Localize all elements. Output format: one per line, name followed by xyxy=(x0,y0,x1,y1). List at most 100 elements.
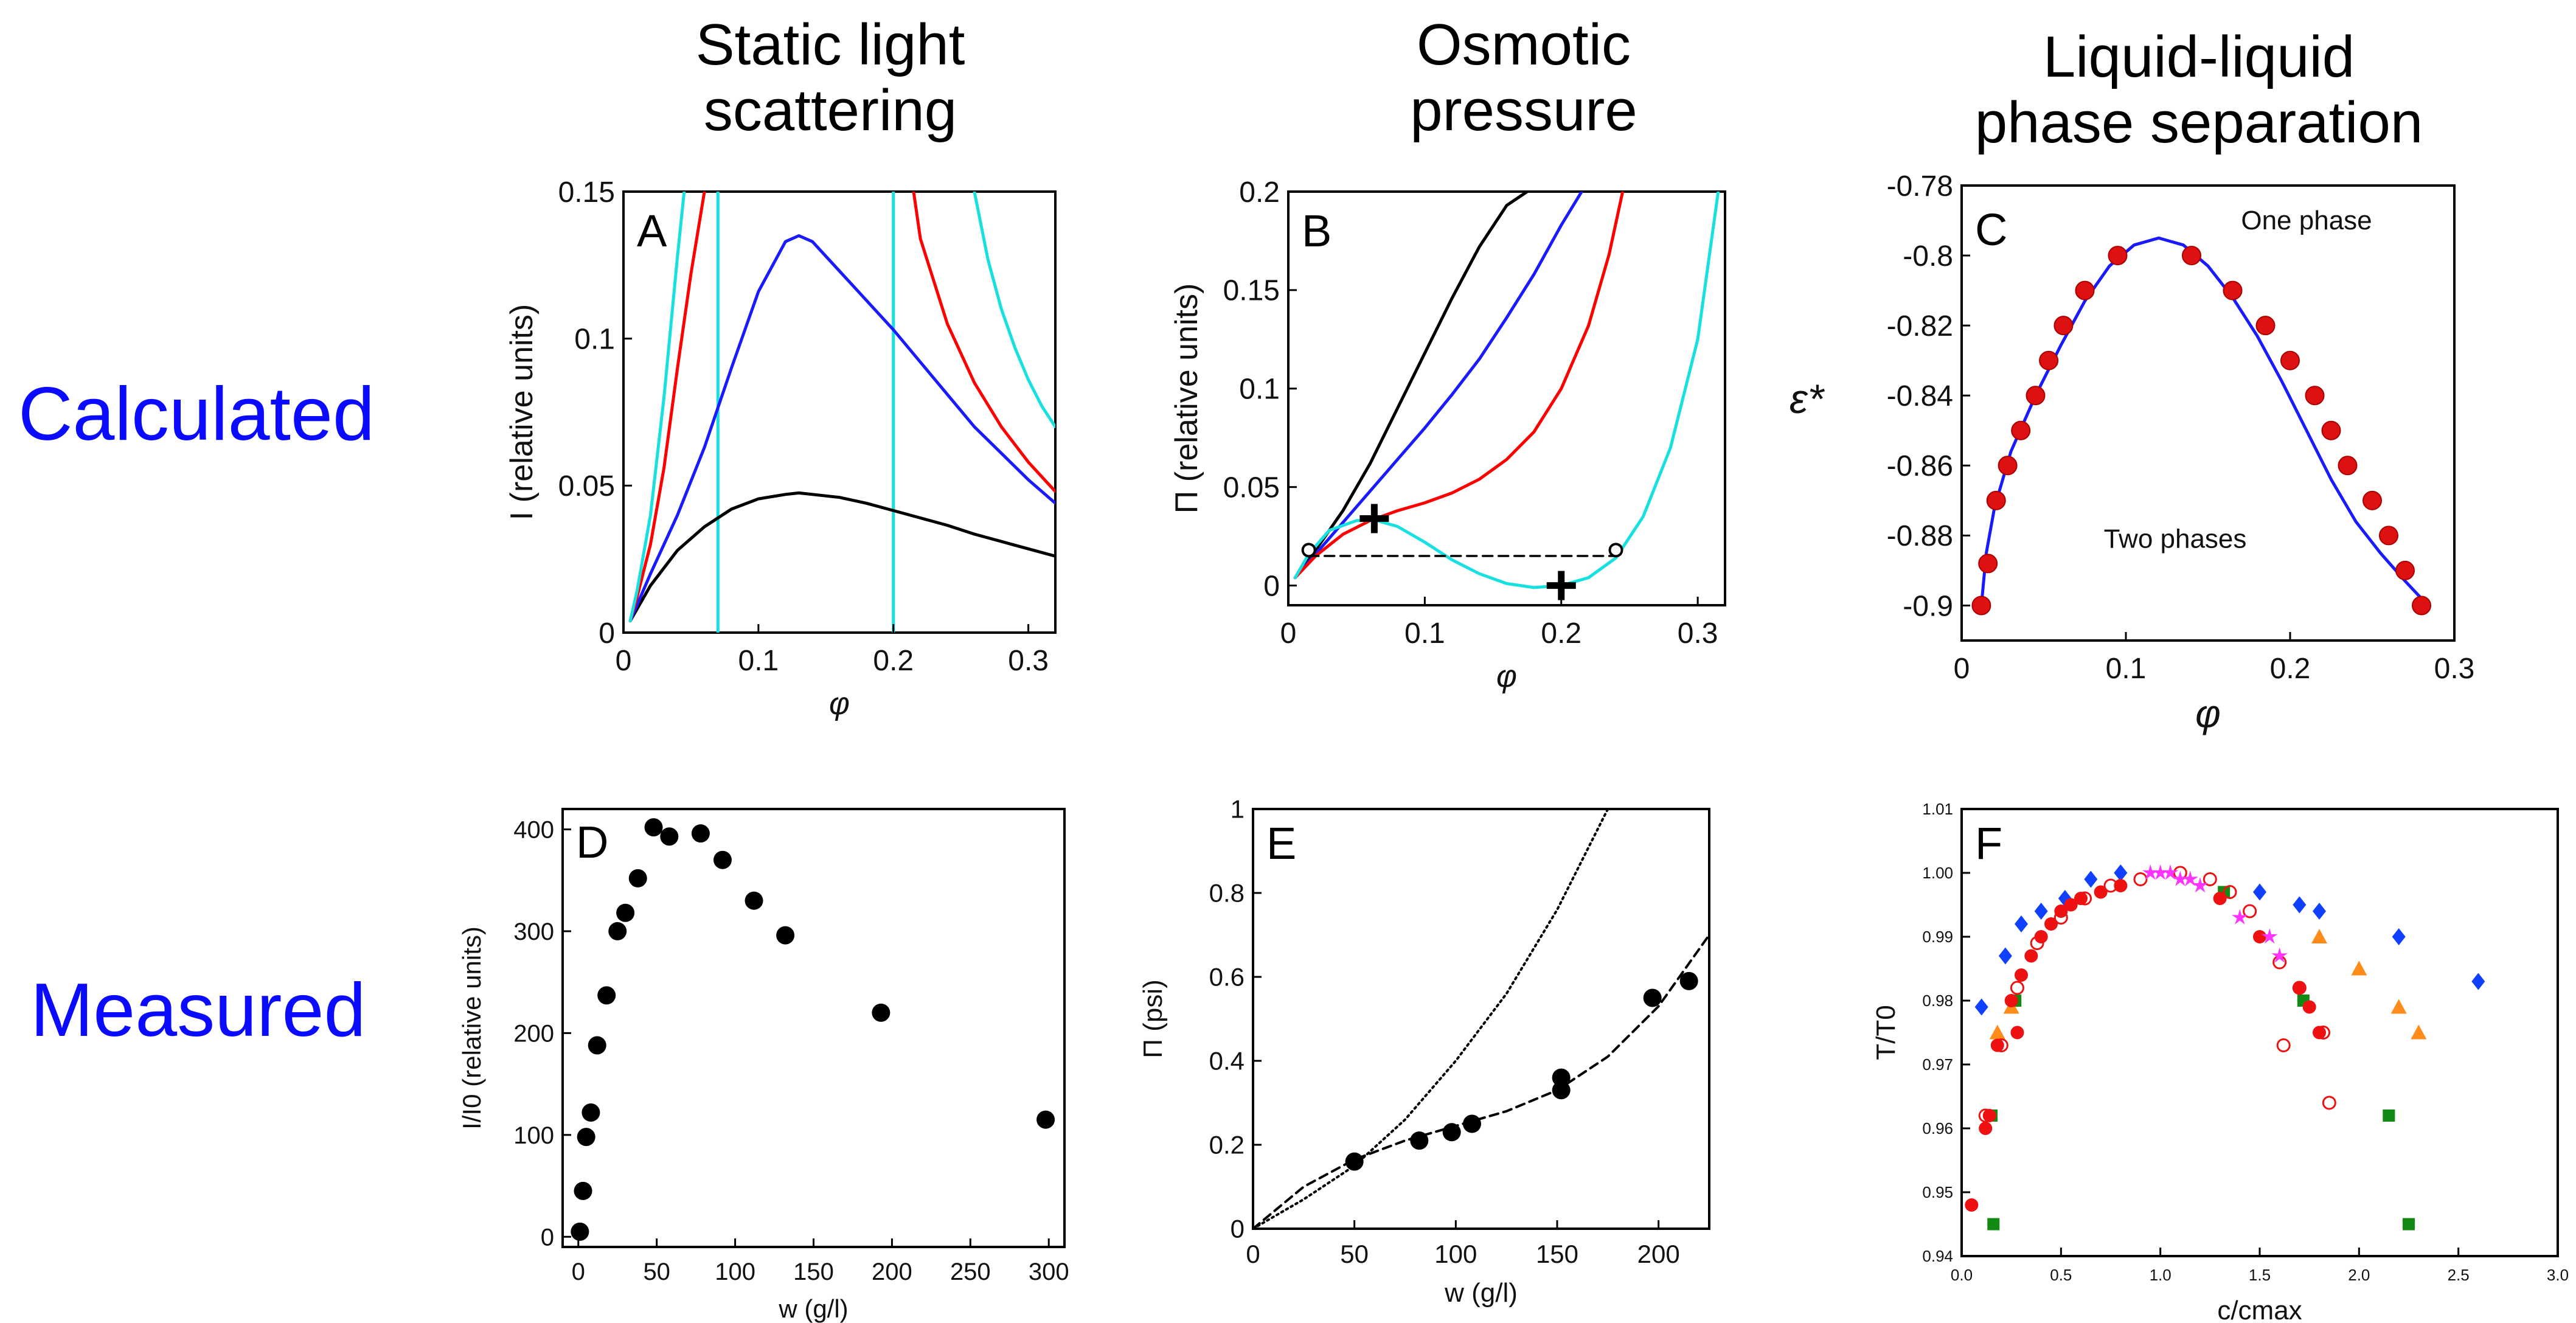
plot-frame xyxy=(622,190,1057,634)
marker-circle xyxy=(2010,1026,2024,1040)
x-tick-label: 0.2 xyxy=(1541,617,1581,650)
marker-circle xyxy=(2313,1026,2326,1040)
column-title-llps: Liquid-liquid phase separation xyxy=(1974,24,2423,155)
y-axis-label: ε* xyxy=(1790,376,1825,422)
marker-star xyxy=(2182,870,2198,886)
marker-circle xyxy=(1979,1122,1993,1135)
y-tick-label: 0.2 xyxy=(1239,176,1280,209)
x-tick-label: 0.2 xyxy=(873,645,914,677)
y-tick-label: -0.9 xyxy=(1903,590,1953,622)
x-tick-label: 0.1 xyxy=(2106,653,2147,685)
x-tick-label: 0 xyxy=(1246,1240,1260,1268)
data-point xyxy=(2379,526,2398,546)
marker-open-circle xyxy=(2103,878,2118,893)
column-title-scattering: Static light scattering xyxy=(695,12,965,143)
marker-open-circle xyxy=(2223,885,2237,899)
x-tick-label: 0.2 xyxy=(2270,653,2311,685)
data-point xyxy=(745,891,763,910)
data-point xyxy=(2054,316,2074,336)
data-point xyxy=(616,903,635,922)
panel-letter: C xyxy=(1975,204,2007,255)
marker-triangle xyxy=(2311,929,2327,943)
region-label-two-phases: Two phases xyxy=(2104,524,2247,554)
data-point xyxy=(2338,456,2358,476)
marker-circle xyxy=(2074,892,2088,905)
series-red xyxy=(1293,192,1625,580)
data-point xyxy=(2223,280,2243,300)
data-point xyxy=(1345,1152,1364,1171)
x-tick-label: 150 xyxy=(793,1259,834,1285)
y-tick-label: 200 xyxy=(513,1020,554,1047)
marker-star xyxy=(2162,864,2179,880)
data-point xyxy=(2362,490,2382,510)
column-title-osmotic: Osmotic pressure xyxy=(1410,12,1637,143)
y-tick-label: 1.00 xyxy=(1922,864,1953,882)
panel-letter: E xyxy=(1266,818,1296,869)
y-tick-label: -0.82 xyxy=(1887,310,1953,342)
y-tick-label: 300 xyxy=(513,918,554,945)
plot-area xyxy=(1253,809,1709,1229)
y-tick-label: 0 xyxy=(541,1224,554,1251)
x-tick-label: 300 xyxy=(1029,1259,1069,1285)
marker-circle xyxy=(1982,1109,1996,1122)
panel-E: 0 50 100 150 200 0 0.2 0.4 0.6 0.8 1 w (g/l) Π (psi)… xyxy=(1138,795,1710,1308)
x-tick-label: 100 xyxy=(1434,1240,1477,1268)
y-tick-label: 400 xyxy=(513,816,554,843)
y-axis-label: T/T0 xyxy=(1871,1005,1901,1060)
marker-triangle xyxy=(1989,1024,2005,1040)
marker-open-circle xyxy=(2030,936,2044,950)
cross-point xyxy=(1546,571,1576,600)
marker-diamond xyxy=(2392,928,2406,945)
marker-open-circle xyxy=(2316,1026,2331,1040)
marker-circle xyxy=(2253,930,2266,943)
marker-diamond xyxy=(2471,973,2485,990)
x-tick-label: 1.5 xyxy=(2249,1266,2271,1284)
x-tick-label: 1.0 xyxy=(2150,1266,2172,1284)
marker-square xyxy=(2403,1218,2415,1231)
x-tick-label: 2.0 xyxy=(2348,1266,2370,1284)
data-point xyxy=(608,922,627,940)
y-tick-label: 0.99 xyxy=(1922,928,1953,946)
y-tick-label: 0.96 xyxy=(1922,1119,1953,1137)
y-axis-label: I (relative units) xyxy=(504,304,540,520)
data-point xyxy=(1643,988,1662,1007)
marker-diamond xyxy=(2034,903,2048,920)
marker-star xyxy=(2271,947,2288,963)
x-tick-label: 0 xyxy=(616,645,632,677)
marker-open-circle xyxy=(2203,872,2217,886)
marker-open-circle xyxy=(2243,904,2257,918)
plot-frame xyxy=(1960,808,2559,1257)
data-point xyxy=(2011,420,2031,440)
x-tick-label: 0.5 xyxy=(2050,1266,2072,1284)
curve-dashed xyxy=(1253,934,1709,1229)
x-tick-label: 0.3 xyxy=(1008,645,1049,677)
marker-diamond xyxy=(1998,947,2012,965)
x-tick-label: 0.0 xyxy=(1951,1266,1973,1284)
marker-open-circle xyxy=(2292,981,2307,995)
plot-area xyxy=(571,818,1055,1241)
series-red-right xyxy=(912,192,1055,493)
marker-diamond xyxy=(1974,998,1988,1016)
data-point xyxy=(644,818,663,837)
marker-star xyxy=(2262,928,2278,944)
panel-B: 0 0.1 0.2 0.3 0 0.05 0.1 0.15 0.2 φ Π (relative un… xyxy=(1169,176,1726,694)
marker-diamond xyxy=(2015,915,2028,932)
y-tick-label: 0.15 xyxy=(558,176,615,209)
x-tick-label: 0 xyxy=(1280,617,1297,650)
series-cyan-right xyxy=(973,192,1055,429)
marker-circle xyxy=(2213,892,2227,905)
y-tick-label: -0.86 xyxy=(1887,450,1953,482)
y-tick-label: 0.6 xyxy=(1209,963,1245,991)
marker-star xyxy=(2142,864,2159,880)
data-point xyxy=(1463,1114,1481,1133)
data-point xyxy=(1036,1110,1055,1129)
plot-frame xyxy=(1287,190,1726,606)
data-point xyxy=(2026,386,2046,406)
marker-circle xyxy=(1965,1198,1979,1212)
x-tick-label: 0.1 xyxy=(1404,617,1445,650)
x-tick-label: 50 xyxy=(1340,1240,1369,1268)
x-tick-label: 0.1 xyxy=(738,645,779,677)
data-point xyxy=(2395,560,2415,580)
x-axis-label: φ xyxy=(2195,692,2221,735)
